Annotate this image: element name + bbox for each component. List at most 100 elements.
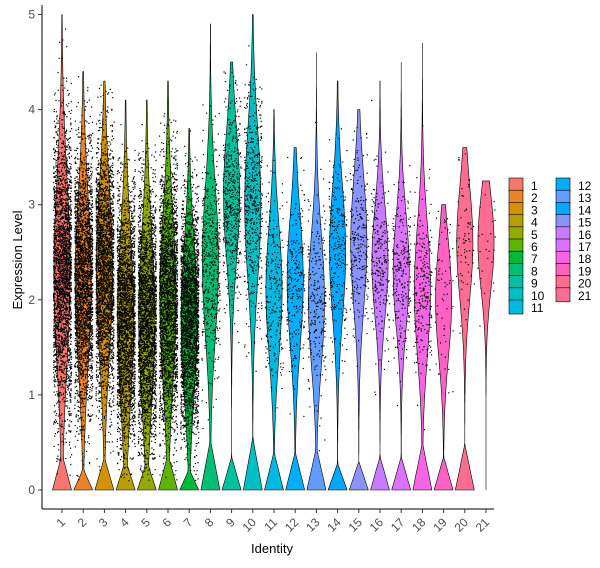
point-2 <box>81 284 83 286</box>
point-2 <box>87 223 89 225</box>
point-1 <box>57 303 59 305</box>
point-1 <box>54 195 57 197</box>
point-1 <box>70 290 72 292</box>
point-2 <box>80 356 82 358</box>
point-1 <box>67 313 69 315</box>
point-2 <box>85 288 87 290</box>
point-1 <box>58 295 60 297</box>
point-1 <box>54 296 56 298</box>
point-1 <box>59 353 61 355</box>
point-2 <box>84 195 86 197</box>
point-1 <box>63 281 65 283</box>
point-2 <box>90 302 92 304</box>
point-1 <box>54 379 57 381</box>
point-2 <box>82 220 84 222</box>
point-1 <box>70 336 72 339</box>
point-2 <box>75 195 77 197</box>
point-2 <box>77 294 79 297</box>
point-1 <box>57 366 59 368</box>
point-1 <box>57 313 59 315</box>
point-2 <box>88 337 91 339</box>
point-1 <box>59 305 61 307</box>
point-2 <box>87 312 89 314</box>
point-1 <box>68 187 70 189</box>
point-1 <box>62 306 64 309</box>
point-1 <box>58 280 60 282</box>
point-1 <box>59 291 61 293</box>
point-1 <box>59 213 61 215</box>
point-1 <box>62 225 64 227</box>
point-1 <box>69 223 71 225</box>
point-2 <box>81 221 84 223</box>
point-2 <box>76 297 78 299</box>
point-1 <box>59 196 61 198</box>
point-2 <box>82 338 84 340</box>
point-1 <box>70 303 72 305</box>
point-1 <box>69 379 71 381</box>
point-1 <box>61 233 63 235</box>
point-2 <box>77 336 79 338</box>
point-2 <box>76 414 78 416</box>
point-1 <box>57 374 59 376</box>
point-1 <box>56 298 58 300</box>
point-2 <box>82 226 84 228</box>
point-2 <box>86 230 88 232</box>
point-2 <box>79 191 81 193</box>
point-2 <box>78 270 80 273</box>
point-2 <box>86 360 88 362</box>
point-2 <box>89 288 91 290</box>
point-1 <box>68 141 70 143</box>
point-2 <box>78 246 80 249</box>
point-2 <box>80 252 82 255</box>
point-1 <box>60 299 62 301</box>
point-1 <box>66 360 68 362</box>
point-2 <box>81 228 83 230</box>
point-1 <box>63 240 65 242</box>
point-2 <box>91 197 93 199</box>
point-2 <box>78 243 80 245</box>
point-1 <box>65 287 67 290</box>
point-2 <box>86 192 88 194</box>
point-1 <box>53 384 56 386</box>
point-2 <box>83 312 85 314</box>
point-2 <box>87 233 89 235</box>
point-1 <box>57 241 59 243</box>
point-1 <box>58 233 61 235</box>
point-1 <box>68 219 70 221</box>
point-1 <box>54 302 57 305</box>
point-1 <box>67 94 69 96</box>
point-2 <box>89 420 91 422</box>
point-2 <box>91 287 93 289</box>
point-1 <box>67 261 69 263</box>
point-1 <box>60 343 62 345</box>
point-1 <box>69 245 71 247</box>
point-1 <box>68 102 70 105</box>
point-2 <box>79 333 81 335</box>
point-1 <box>59 304 61 306</box>
point-1 <box>62 251 64 253</box>
point-1 <box>60 425 62 427</box>
point-2 <box>75 303 77 306</box>
point-1 <box>65 243 67 245</box>
point-1 <box>66 218 68 220</box>
point-1 <box>60 287 62 289</box>
point-2 <box>87 256 89 258</box>
point-1 <box>57 378 59 380</box>
point-2 <box>81 326 83 328</box>
point-2 <box>74 191 76 193</box>
point-2 <box>82 198 84 200</box>
point-2 <box>91 259 94 261</box>
point-1 <box>65 241 67 243</box>
point-1 <box>53 342 55 344</box>
point-1 <box>60 262 62 264</box>
point-1 <box>65 156 67 158</box>
point-1 <box>67 138 69 140</box>
point-2 <box>76 319 79 321</box>
point-1 <box>53 191 55 193</box>
point-2 <box>86 266 88 268</box>
point-1 <box>66 287 68 289</box>
point-2 <box>88 318 91 320</box>
point-1 <box>65 252 67 254</box>
point-2 <box>77 284 80 286</box>
point-1 <box>69 314 71 316</box>
